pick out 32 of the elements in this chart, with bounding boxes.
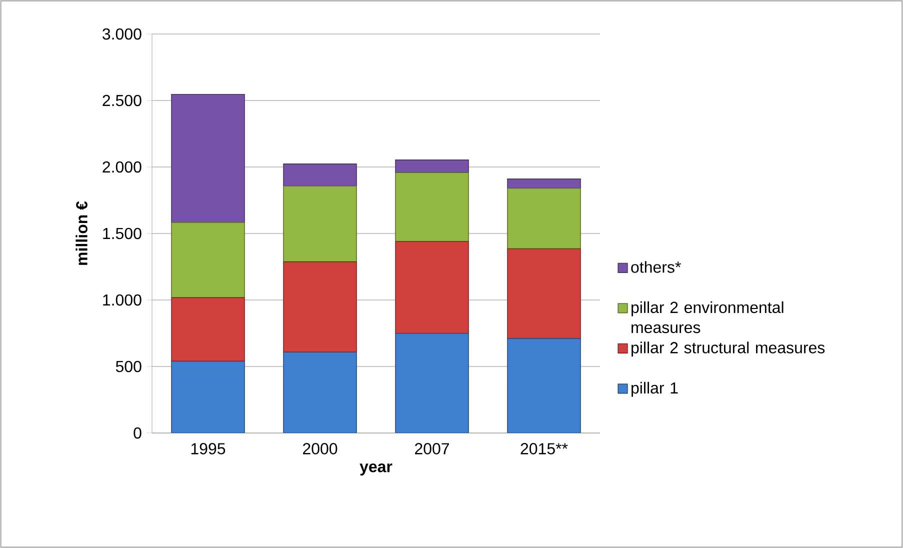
bar	[395, 241, 469, 334]
bar	[283, 186, 357, 262]
x-tick-label: 2007	[415, 443, 449, 454]
bar	[507, 178, 581, 189]
bar	[171, 297, 245, 362]
bar	[171, 94, 245, 223]
bar	[171, 222, 245, 298]
y-axis-title: million €	[76, 201, 88, 265]
bar	[395, 332, 469, 433]
y-tick-label: 0	[134, 427, 142, 439]
bar	[395, 160, 469, 173]
bar	[507, 248, 581, 339]
y-tick-label: 1.000	[103, 294, 142, 306]
y-tick-label: 3.000	[102, 28, 142, 40]
bar	[283, 261, 357, 353]
bar	[283, 352, 357, 433]
legend-label: pillar 2 structural measures	[632, 342, 825, 357]
y-tick-label: 2.000	[102, 161, 142, 173]
bar	[507, 338, 581, 433]
x-tick-label: 2000	[303, 443, 338, 454]
y-tick-label: 1.500	[103, 228, 142, 240]
bar	[283, 164, 357, 186]
legend-label: pillar 1	[632, 382, 678, 397]
x-tick-label: 2015**	[520, 443, 568, 454]
bar	[395, 172, 469, 242]
legend-label: others*	[631, 261, 681, 273]
y-tick-label: 500	[116, 360, 142, 372]
x-axis-title: year	[360, 464, 392, 476]
bar	[507, 188, 581, 250]
y-tick-label: 2.500	[102, 94, 142, 106]
bar	[171, 360, 245, 433]
x-tick-label: 1995	[191, 443, 226, 454]
